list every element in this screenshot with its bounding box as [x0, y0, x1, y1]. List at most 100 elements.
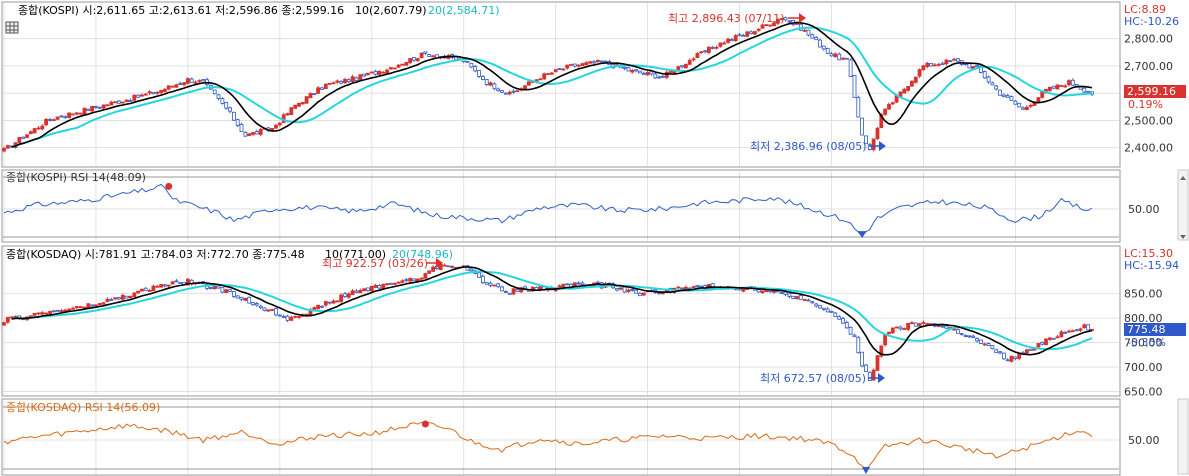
candle — [465, 265, 470, 271]
candle — [396, 64, 401, 68]
candle — [913, 322, 918, 327]
candle — [235, 119, 240, 126]
candle — [293, 104, 298, 109]
candle — [760, 290, 765, 293]
candle — [9, 316, 14, 319]
candle — [569, 63, 573, 66]
kospi-ma10-line — [11, 21, 1093, 148]
candle — [289, 107, 294, 115]
candle — [971, 335, 976, 338]
candle — [576, 282, 581, 285]
scroll-up-arrow-icon[interactable] — [1180, 176, 1186, 180]
candle — [320, 305, 324, 308]
kospi-ma20-label: 20(2,584.71) — [428, 4, 500, 17]
candle — [841, 57, 845, 60]
candle — [1036, 343, 1041, 348]
candle — [710, 283, 715, 289]
candle — [741, 34, 746, 37]
kosdaq-low-arrow-icon — [868, 373, 885, 383]
candle — [331, 300, 336, 304]
candle — [254, 303, 259, 306]
candle — [346, 79, 351, 83]
candle — [726, 38, 730, 43]
candle — [124, 99, 129, 102]
candle — [641, 292, 646, 296]
candle — [979, 65, 983, 73]
candle — [664, 71, 669, 78]
candle — [419, 52, 424, 59]
candle — [446, 265, 451, 268]
candle — [94, 304, 98, 307]
candle — [212, 89, 217, 95]
candle — [749, 31, 753, 35]
candle — [1082, 87, 1087, 93]
candle — [638, 292, 642, 297]
candle — [890, 102, 895, 105]
kosdaq-header: 종합(KOSDAQ) 시:781.91 고:784.03 저:772.70 종:… — [6, 248, 305, 261]
candle — [90, 304, 94, 307]
candle — [174, 280, 179, 283]
candle — [783, 291, 788, 295]
candle — [515, 289, 520, 292]
candle — [684, 63, 688, 69]
candle — [178, 83, 183, 85]
candle — [21, 136, 26, 139]
candle — [78, 112, 83, 115]
candle — [1070, 79, 1075, 86]
candle — [1070, 330, 1075, 333]
candle — [890, 327, 895, 334]
candle — [990, 82, 995, 86]
candle — [684, 286, 688, 290]
candle — [523, 85, 527, 90]
candle — [906, 322, 910, 330]
kosdaq-rsi-header: 종합(KOSDAQ) RSI 14(56.09) — [6, 401, 160, 414]
candle — [2, 148, 6, 152]
candle — [362, 288, 367, 292]
candle — [1063, 85, 1068, 88]
candle — [814, 37, 819, 41]
kospi-high-arrow-icon — [788, 13, 806, 23]
y-tick-label: 850.00 — [1124, 288, 1163, 301]
candle — [411, 278, 416, 282]
candle — [289, 316, 294, 321]
candle — [239, 296, 244, 300]
candle — [795, 296, 799, 299]
candle — [833, 53, 838, 58]
candle — [477, 70, 481, 77]
candle — [634, 69, 638, 72]
candle — [1005, 95, 1010, 98]
candle — [247, 296, 252, 304]
candle — [32, 128, 37, 134]
candle — [331, 82, 336, 85]
candle — [189, 78, 194, 83]
candle — [404, 279, 409, 282]
candle — [358, 74, 363, 80]
candle — [228, 107, 232, 112]
candle — [829, 53, 834, 57]
grid-toggle-icon[interactable] — [5, 21, 19, 34]
candle — [1059, 85, 1064, 87]
kospi-rsi-panel — [1, 169, 1121, 243]
candle — [952, 328, 956, 331]
candle — [2, 322, 6, 326]
candle — [772, 22, 776, 27]
candle — [764, 290, 769, 293]
candle — [787, 293, 792, 297]
candle — [695, 285, 700, 288]
candle — [848, 326, 853, 335]
candle — [254, 131, 259, 135]
kosdaq-last-price-tag — [1124, 323, 1186, 336]
vertical-scrollbar[interactable] — [1177, 169, 1189, 475]
candle — [258, 305, 263, 309]
candle — [615, 287, 619, 291]
candle — [1063, 331, 1068, 334]
candle — [147, 289, 152, 292]
candle — [599, 60, 604, 63]
candle — [680, 287, 684, 290]
candle — [480, 76, 485, 80]
candle — [730, 39, 734, 41]
candle — [871, 138, 876, 150]
scroll-down-arrow-icon[interactable] — [1180, 235, 1186, 239]
candle — [143, 93, 148, 96]
candle — [316, 304, 321, 310]
